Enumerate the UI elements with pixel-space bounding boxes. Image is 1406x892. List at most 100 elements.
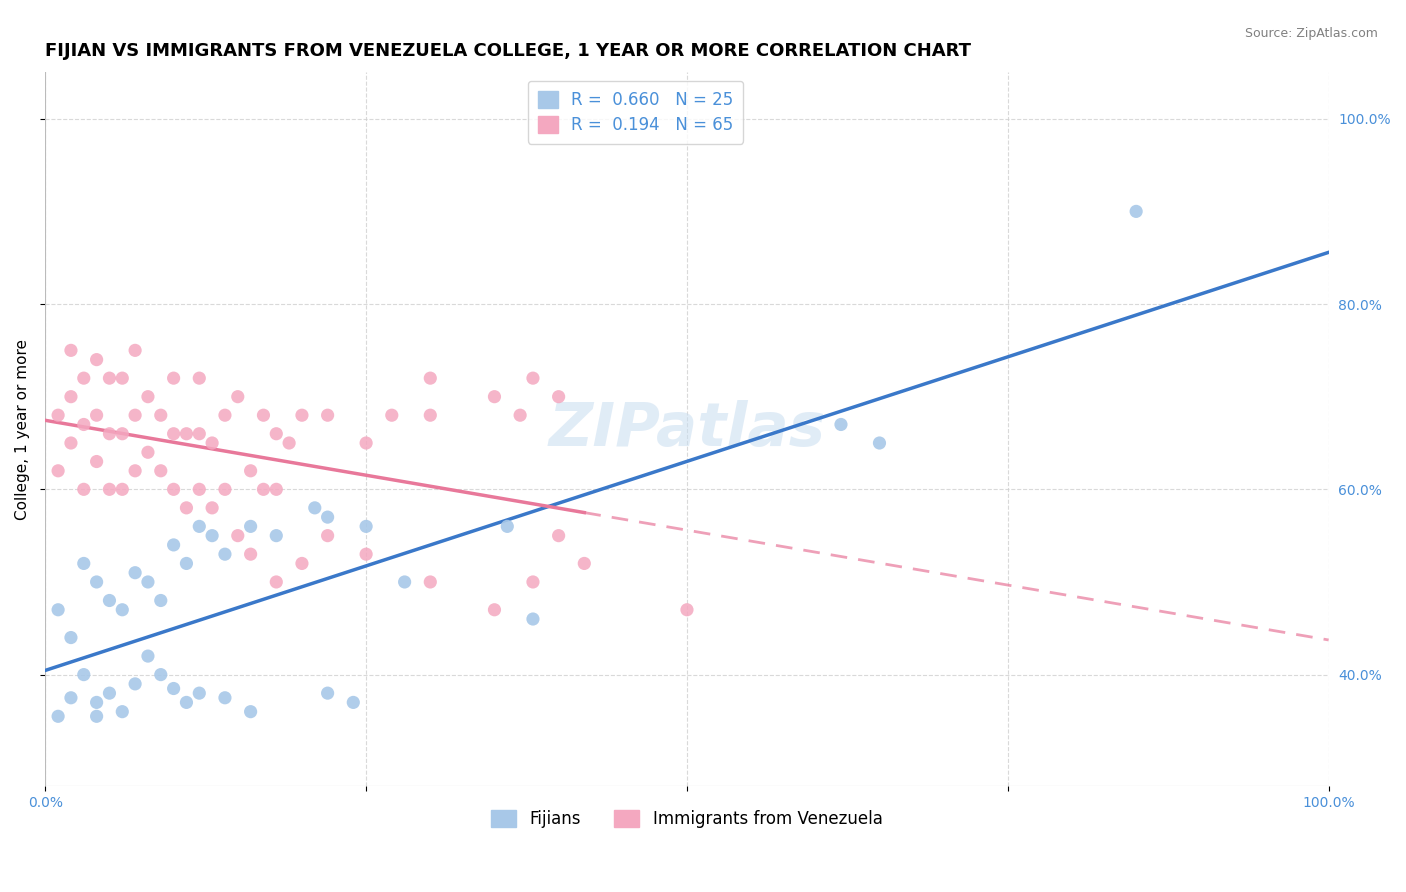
Point — [496, 519, 519, 533]
Point — [73, 371, 96, 385]
Point — [162, 681, 184, 696]
Point — [46, 408, 69, 422]
Point — [188, 426, 211, 441]
Point — [124, 566, 146, 580]
Point — [86, 709, 108, 723]
Point — [188, 371, 211, 385]
Point — [86, 408, 108, 422]
Point — [869, 436, 891, 450]
Point — [239, 705, 262, 719]
Point — [226, 390, 249, 404]
Point — [354, 436, 377, 450]
Point — [419, 371, 441, 385]
Point — [73, 667, 96, 681]
Point — [98, 483, 121, 497]
Point — [98, 426, 121, 441]
Point — [86, 695, 108, 709]
Point — [316, 510, 339, 524]
Point — [136, 445, 159, 459]
Point — [136, 649, 159, 664]
Point — [394, 574, 416, 589]
Point — [46, 709, 69, 723]
Point — [176, 500, 198, 515]
Point — [111, 483, 134, 497]
Point — [291, 557, 314, 571]
Point — [342, 695, 364, 709]
Point — [316, 529, 339, 543]
Point — [176, 426, 198, 441]
Point — [278, 436, 301, 450]
Point — [1125, 204, 1147, 219]
Point — [111, 705, 134, 719]
Point — [46, 603, 69, 617]
Point — [484, 603, 506, 617]
Point — [73, 483, 96, 497]
Point — [214, 547, 236, 561]
Point — [316, 408, 339, 422]
Point — [162, 483, 184, 497]
Point — [547, 529, 569, 543]
Point — [162, 538, 184, 552]
Point — [59, 436, 82, 450]
Point — [176, 695, 198, 709]
Point — [509, 408, 531, 422]
Point — [266, 426, 288, 441]
Point — [214, 408, 236, 422]
Point — [124, 408, 146, 422]
Point — [354, 547, 377, 561]
Point — [86, 352, 108, 367]
Point — [86, 574, 108, 589]
Legend: Fijians, Immigrants from Venezuela: Fijians, Immigrants from Venezuela — [485, 803, 890, 835]
Point — [226, 529, 249, 543]
Point — [124, 343, 146, 358]
Text: Source: ZipAtlas.com: Source: ZipAtlas.com — [1244, 27, 1378, 40]
Point — [419, 408, 441, 422]
Point — [266, 529, 288, 543]
Point — [522, 612, 544, 626]
Point — [176, 557, 198, 571]
Point — [419, 574, 441, 589]
Point — [73, 557, 96, 571]
Point — [59, 631, 82, 645]
Point — [59, 343, 82, 358]
Point — [46, 464, 69, 478]
Point — [354, 519, 377, 533]
Point — [149, 408, 172, 422]
Point — [111, 426, 134, 441]
Point — [381, 408, 404, 422]
Point — [239, 547, 262, 561]
Point — [98, 593, 121, 607]
Point — [111, 603, 134, 617]
Point — [304, 500, 326, 515]
Point — [830, 417, 852, 432]
Point — [98, 371, 121, 385]
Point — [214, 690, 236, 705]
Point — [124, 464, 146, 478]
Point — [124, 677, 146, 691]
Text: ZIPatlas: ZIPatlas — [548, 400, 825, 458]
Point — [547, 390, 569, 404]
Point — [149, 667, 172, 681]
Point — [676, 603, 699, 617]
Y-axis label: College, 1 year or more: College, 1 year or more — [15, 339, 30, 520]
Point — [266, 483, 288, 497]
Point — [291, 408, 314, 422]
Point — [149, 593, 172, 607]
Point — [73, 417, 96, 432]
Point — [149, 464, 172, 478]
Text: FIJIAN VS IMMIGRANTS FROM VENEZUELA COLLEGE, 1 YEAR OR MORE CORRELATION CHART: FIJIAN VS IMMIGRANTS FROM VENEZUELA COLL… — [45, 42, 972, 60]
Point — [188, 686, 211, 700]
Point — [484, 390, 506, 404]
Point — [239, 519, 262, 533]
Point — [111, 371, 134, 385]
Point — [59, 690, 82, 705]
Point — [574, 557, 596, 571]
Point — [136, 574, 159, 589]
Point — [316, 686, 339, 700]
Point — [201, 436, 224, 450]
Point — [214, 483, 236, 497]
Point — [201, 500, 224, 515]
Point — [252, 483, 274, 497]
Point — [266, 574, 288, 589]
Point — [188, 519, 211, 533]
